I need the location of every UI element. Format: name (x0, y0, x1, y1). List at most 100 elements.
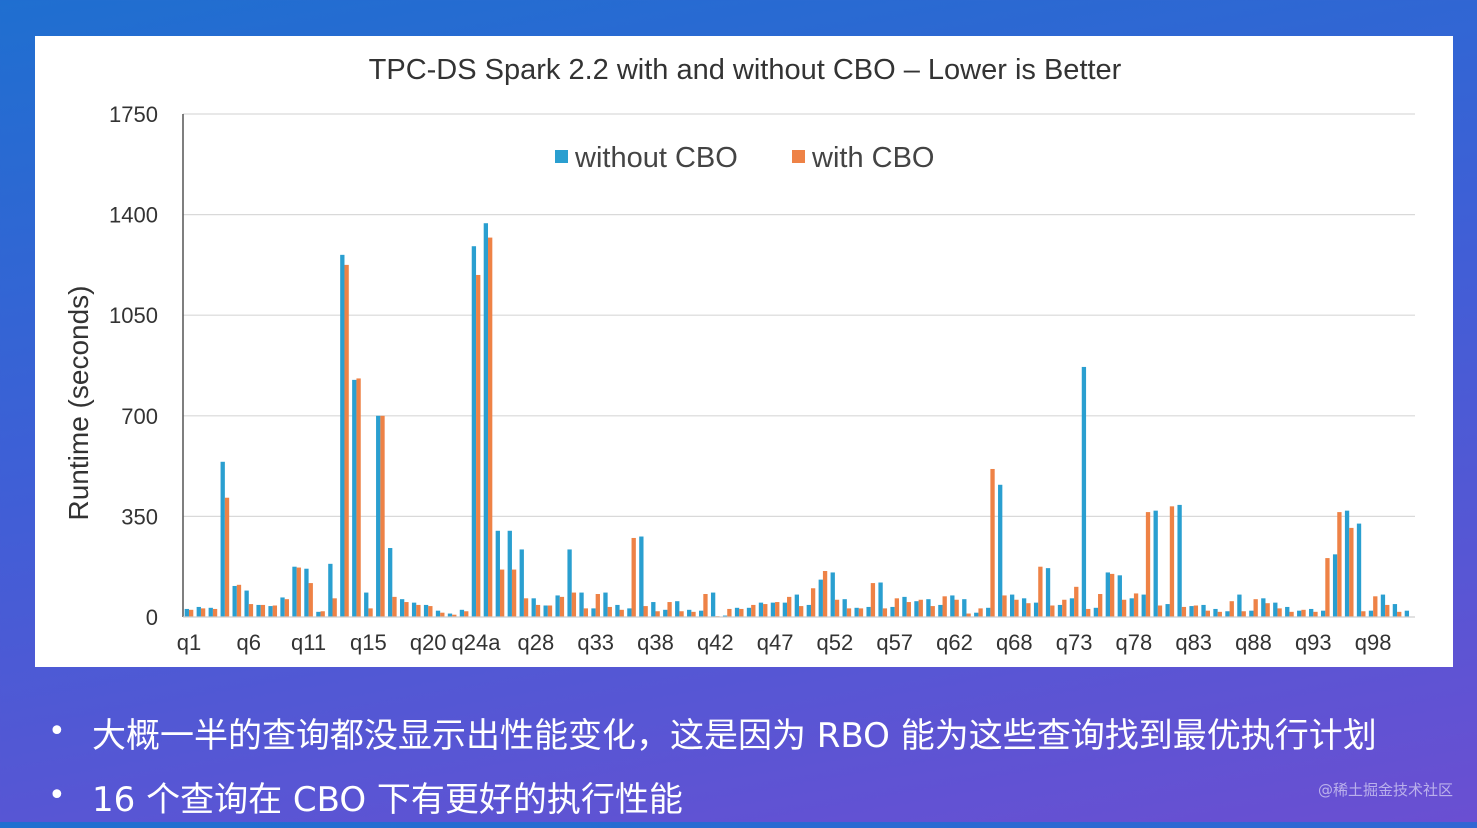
bar (942, 596, 947, 617)
bar (1033, 602, 1039, 617)
x-tick-label: q68 (996, 630, 1033, 655)
bar (236, 584, 242, 617)
y-tick-label: 1050 (109, 303, 158, 328)
bar (1141, 594, 1146, 617)
bar (499, 569, 505, 617)
bar (763, 604, 768, 617)
bar (1404, 610, 1410, 617)
bar (423, 604, 429, 617)
bar (1201, 604, 1206, 617)
bar (1026, 603, 1031, 617)
x-tick-label: q1 (177, 630, 201, 655)
runtime-bar-chart: TPC-DS Spark 2.2 with and without CBO – … (63, 54, 1415, 655)
bar (1265, 603, 1270, 617)
bar (770, 602, 776, 617)
bar (1356, 523, 1362, 617)
bars (184, 223, 1410, 617)
bar (691, 611, 696, 617)
bar (846, 608, 852, 617)
bar (244, 590, 249, 617)
bar (184, 608, 189, 617)
bar (579, 592, 584, 617)
bar (1273, 602, 1278, 617)
bar (675, 601, 680, 617)
bar (447, 613, 453, 617)
bar (280, 597, 285, 617)
bar (495, 530, 500, 617)
bar (1157, 605, 1163, 617)
bar (639, 536, 644, 617)
bar (1165, 604, 1170, 617)
x-tick-label: q93 (1295, 630, 1332, 655)
x-tick-label: q47 (757, 630, 794, 655)
bar (435, 610, 441, 617)
bar (615, 604, 620, 617)
x-tick-label: q52 (817, 630, 854, 655)
bar (571, 592, 577, 617)
bar (906, 602, 911, 617)
bar (858, 608, 864, 617)
bar (1045, 568, 1051, 617)
bar (1177, 504, 1182, 617)
bar (806, 604, 811, 617)
bar (284, 599, 289, 617)
bar (1213, 608, 1218, 617)
bar (1050, 605, 1055, 617)
bar (340, 254, 345, 617)
bar (224, 497, 230, 617)
bar (388, 548, 393, 617)
bar (344, 264, 349, 617)
bar (902, 596, 907, 617)
bar (1205, 610, 1210, 617)
bar (1062, 599, 1067, 617)
bar (567, 549, 572, 617)
bar (854, 607, 859, 617)
bar (1241, 611, 1246, 617)
bar (272, 605, 278, 617)
bar (260, 604, 266, 617)
bar (476, 274, 481, 617)
x-tick-label: q33 (577, 630, 614, 655)
bar (926, 599, 931, 617)
bar (1153, 510, 1158, 617)
bar (1093, 607, 1099, 617)
bar (866, 606, 871, 617)
x-tick-label: q98 (1355, 630, 1392, 655)
bar (531, 598, 536, 617)
bar (787, 596, 792, 617)
bullet-list: • 大概一半的查询都没显示出性能变化，这是因为 RBO 能为这些查询找到最优执行… (48, 700, 1377, 828)
bar (1380, 594, 1386, 617)
x-tick-label: q42 (697, 630, 734, 655)
bullet-dot: • (48, 778, 66, 813)
bar (830, 572, 835, 617)
bar (870, 583, 876, 617)
gridlines (183, 113, 1415, 517)
bar (1217, 611, 1222, 617)
bar (799, 606, 804, 617)
bullet-item: • 大概一半的查询都没显示出性能变化，这是因为 RBO 能为这些查询找到最优执行… (48, 700, 1377, 764)
bar (986, 607, 991, 617)
bar (208, 607, 213, 617)
bar (1038, 566, 1043, 617)
chart-title: TPC-DS Spark 2.2 with and without CBO – … (369, 54, 1122, 86)
bar (722, 615, 728, 617)
x-tick-label: q15 (350, 630, 387, 655)
bar (607, 606, 612, 617)
bar (1057, 604, 1063, 617)
bar (687, 609, 692, 617)
bar (292, 566, 297, 617)
bar (818, 579, 823, 617)
bar (248, 604, 254, 617)
bar (1344, 510, 1350, 617)
bar (364, 592, 369, 617)
bar (256, 604, 261, 617)
bar (914, 601, 919, 617)
bar (1297, 610, 1302, 617)
bar (1285, 606, 1290, 617)
bar (894, 598, 899, 617)
bar (1069, 598, 1075, 617)
bar (775, 602, 780, 617)
bar (794, 594, 799, 617)
y-axis-title: Runtime (seconds) (63, 286, 94, 521)
x-tick-label: q73 (1056, 630, 1093, 655)
